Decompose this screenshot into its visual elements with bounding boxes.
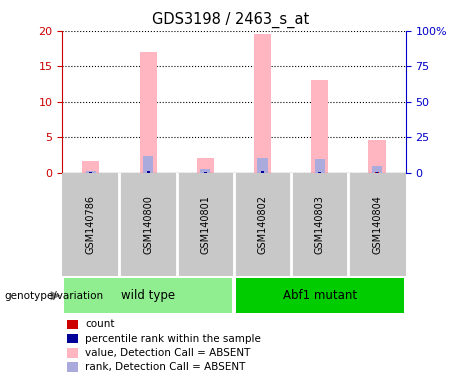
Text: GSM140802: GSM140802	[258, 195, 267, 254]
Text: GSM140786: GSM140786	[86, 195, 96, 254]
Bar	[86, 170, 96, 173]
Text: GDS3198 / 2463_s_at: GDS3198 / 2463_s_at	[152, 12, 309, 28]
Text: GSM140803: GSM140803	[315, 195, 325, 254]
Bar	[200, 169, 211, 173]
Bar	[197, 158, 214, 173]
Bar	[368, 140, 386, 173]
Bar	[319, 172, 321, 173]
Bar	[204, 172, 207, 173]
Bar	[64, 278, 232, 313]
Bar	[372, 166, 382, 173]
Bar	[82, 161, 100, 173]
Bar	[261, 171, 264, 173]
Text: genotype/variation: genotype/variation	[5, 291, 104, 301]
Text: percentile rank within the sample: percentile rank within the sample	[85, 334, 261, 344]
Bar	[254, 33, 271, 173]
Text: GSM140801: GSM140801	[201, 195, 210, 254]
Bar	[89, 172, 92, 173]
Text: Abf1 mutant: Abf1 mutant	[283, 289, 357, 302]
Bar	[236, 278, 404, 313]
Bar	[257, 158, 268, 173]
Bar	[140, 52, 157, 173]
Bar	[376, 172, 378, 173]
Bar	[147, 172, 150, 173]
Bar	[143, 156, 153, 173]
Bar	[376, 172, 378, 173]
Bar	[261, 172, 264, 173]
Text: GSM140800: GSM140800	[143, 195, 153, 254]
Bar	[311, 80, 328, 173]
Bar	[147, 171, 149, 173]
Bar	[89, 172, 92, 173]
Bar	[315, 159, 325, 173]
Text: wild type: wild type	[121, 289, 175, 302]
Bar	[204, 172, 207, 173]
Bar	[318, 172, 321, 173]
Text: count: count	[85, 319, 115, 329]
Text: GSM140804: GSM140804	[372, 195, 382, 254]
Text: value, Detection Call = ABSENT: value, Detection Call = ABSENT	[85, 348, 251, 358]
Text: rank, Detection Call = ABSENT: rank, Detection Call = ABSENT	[85, 362, 246, 372]
